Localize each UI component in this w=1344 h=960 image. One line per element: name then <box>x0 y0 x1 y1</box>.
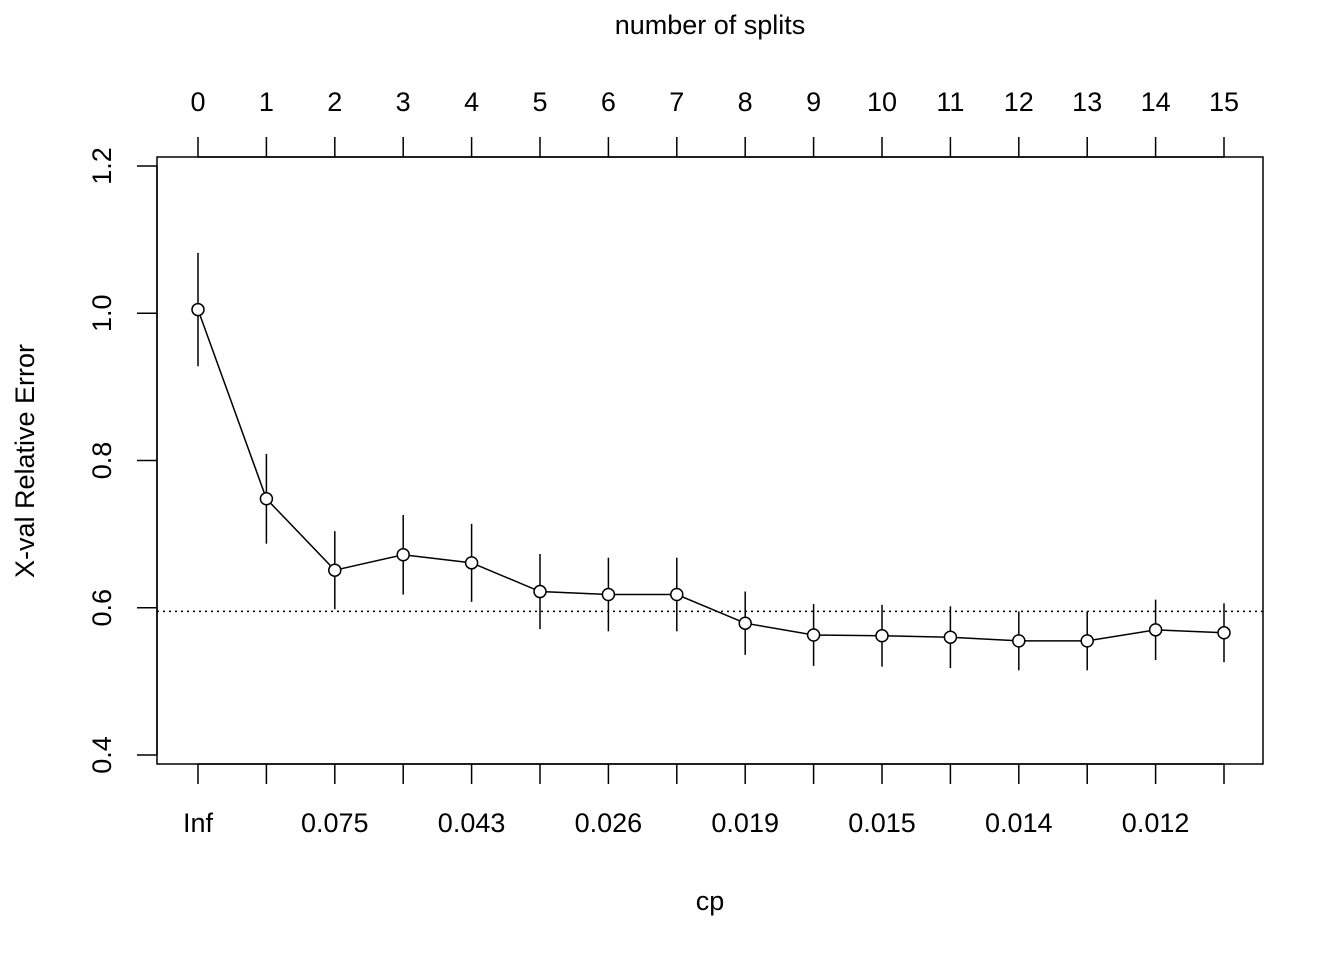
data-point <box>464 556 479 570</box>
top-axis-tick-label: 2 <box>327 87 342 117</box>
y-axis-title: X-val Relative Error <box>10 344 40 578</box>
data-point <box>601 587 616 602</box>
top-axis-tick-label: 12 <box>1004 87 1034 117</box>
bottom-axis-tick-label: 0.075 <box>301 808 369 838</box>
bottom-axis-tick-label: 0.019 <box>711 808 779 838</box>
top-axis-tick-label: 5 <box>532 87 547 117</box>
data-point <box>943 630 958 644</box>
data-point <box>1217 626 1231 640</box>
top-axis-tick-label: 7 <box>669 87 684 117</box>
bottom-axis-tick-label: 0.043 <box>438 808 506 838</box>
data-point <box>396 547 410 562</box>
top-axis-tick-label: 0 <box>190 87 205 117</box>
top-axis: 0 1 2 3 4 5 6 7 8 9 10 11 12 13 14 15 <box>190 87 1239 158</box>
top-axis-tick-label: 13 <box>1072 87 1102 117</box>
data-point <box>806 628 821 642</box>
y-axis-tick-label: 0.6 <box>87 589 117 627</box>
bottom-axis-tick-label: 0.012 <box>1122 808 1190 838</box>
top-axis-tick-label: 15 <box>1209 87 1239 117</box>
data-point <box>1012 634 1026 648</box>
x-axis-title: cp <box>696 886 725 916</box>
data-point <box>191 302 205 317</box>
top-axis-tick-label: 10 <box>867 87 897 117</box>
bottom-axis-tick-label: Inf <box>183 808 214 838</box>
bottom-axis: Inf 0.075 0.043 0.026 0.019 0.015 0.014 0.012 <box>183 763 1225 838</box>
data-point <box>738 616 752 630</box>
y-axis-tick-label: 0.8 <box>87 442 117 480</box>
y-axis: 0.4 0.6 0.8 1.0 1.2 <box>87 147 158 774</box>
top-axis-tick-label: 11 <box>936 87 964 117</box>
top-axis-tick-label: 4 <box>464 87 479 117</box>
y-axis-tick-label: 0.4 <box>87 736 117 774</box>
data-point <box>670 587 684 602</box>
plot-frame <box>156 156 1264 765</box>
top-axis-tick-label: 9 <box>806 87 821 117</box>
top-axis-tick-label: 6 <box>601 87 616 117</box>
bottom-axis-tick-label: 0.015 <box>848 808 916 838</box>
data-point <box>1148 623 1163 637</box>
top-axis-tick-label: 14 <box>1141 87 1171 117</box>
top-axis-title: number of splits <box>615 10 806 40</box>
bottom-axis-tick-label: 0.014 <box>985 808 1053 838</box>
data-point <box>875 628 889 643</box>
top-axis-tick-label: 1 <box>259 87 274 117</box>
series-line-group <box>197 309 1225 642</box>
data-point <box>1080 634 1094 648</box>
data-point <box>328 563 342 577</box>
data-point <box>533 584 547 599</box>
data-points <box>191 302 1231 648</box>
y-axis-tick-label: 1.2 <box>87 147 117 185</box>
error-bars <box>197 252 1225 671</box>
data-point <box>259 492 274 506</box>
top-axis-tick-label: 3 <box>396 87 411 117</box>
series-line <box>197 309 1225 642</box>
y-axis-tick-label: 1.0 <box>87 294 117 332</box>
bottom-axis-tick-label: 0.026 <box>575 808 643 838</box>
top-axis-tick-label: 8 <box>738 87 753 117</box>
